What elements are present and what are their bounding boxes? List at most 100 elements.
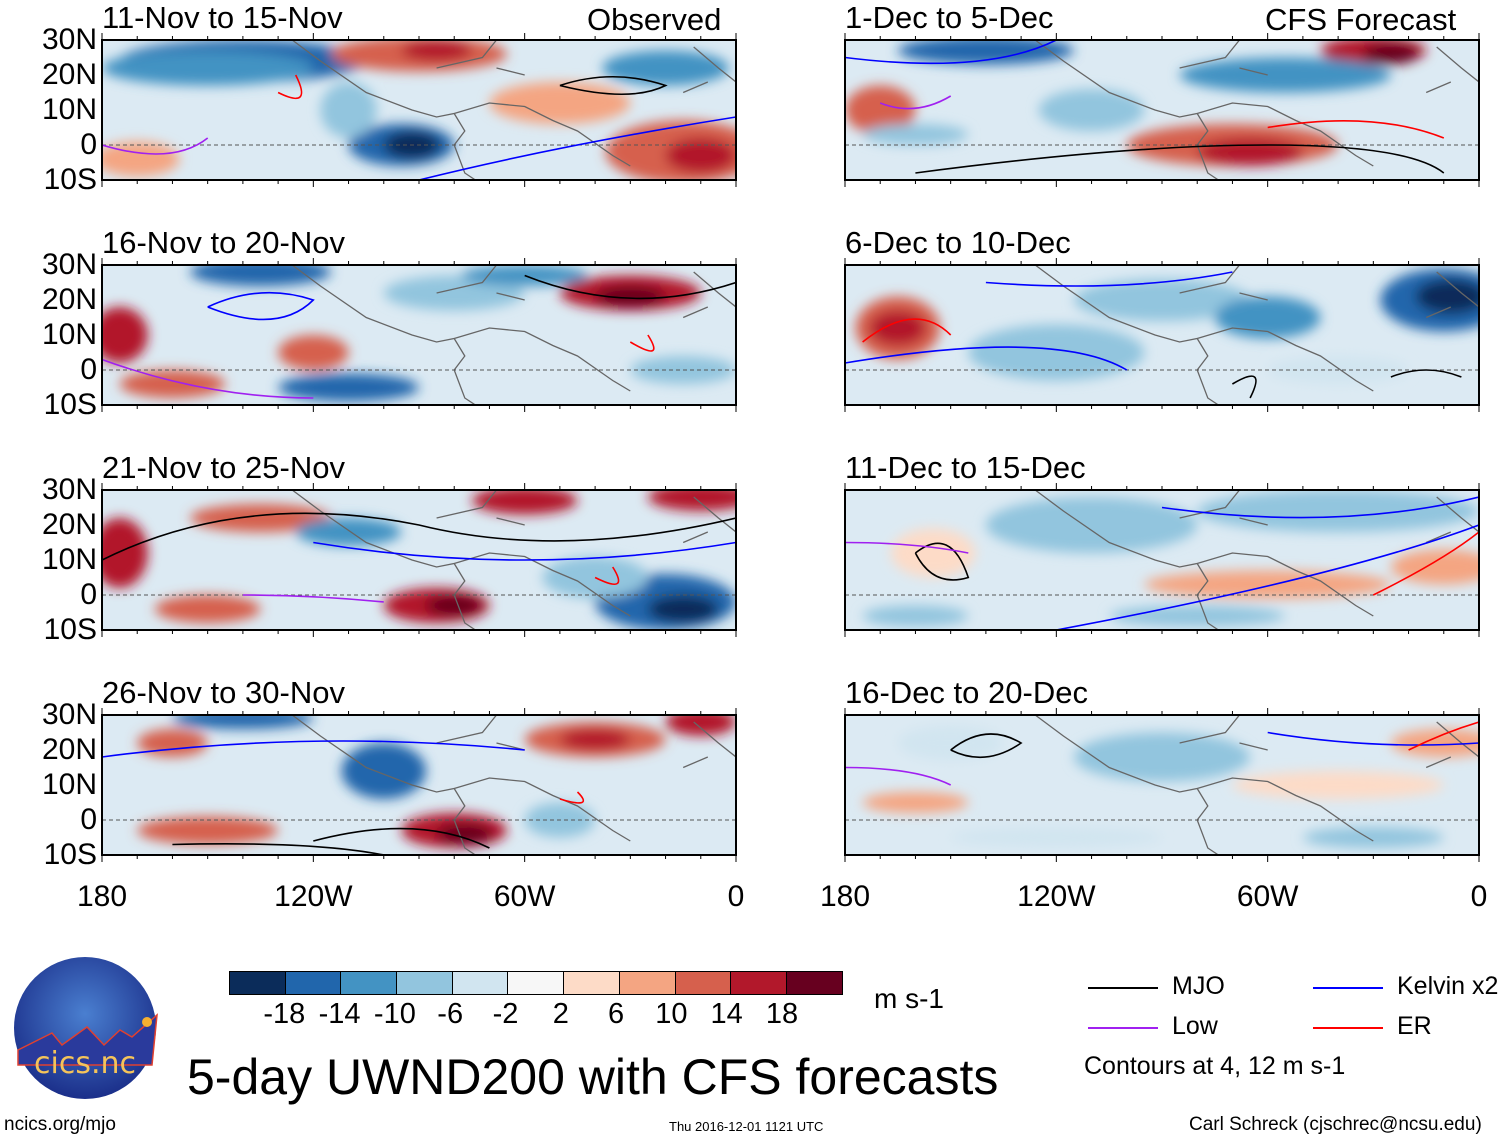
lat-tick-label: 30N <box>41 23 97 56</box>
wave-contour <box>207 291 315 321</box>
lat-tick-label: 30N <box>41 473 97 506</box>
wind-anomaly-shading <box>869 310 927 346</box>
footer-timestamp: Thu 2016-12-01 1121 UTC <box>669 1119 824 1134</box>
wave-contour <box>1390 369 1462 378</box>
lon-tick-label: 60W <box>1236 880 1299 913</box>
coastline <box>291 490 736 630</box>
wind-anomaly-shading <box>1214 296 1321 339</box>
wave-contour <box>845 541 969 554</box>
wind-anomaly-shading <box>102 50 314 86</box>
wave-contour <box>1408 721 1479 751</box>
lat-tick-label: 10N <box>41 93 97 126</box>
wind-anomaly-shading <box>602 50 729 86</box>
wave-contour <box>985 271 1233 287</box>
cics-logo: cics.nc <box>14 957 158 1099</box>
colorbar-label: -10 <box>373 998 416 1030</box>
wave-contour <box>102 358 314 399</box>
wind-anomaly-shading <box>119 370 226 398</box>
panel-title: 11-Nov to 15-Nov <box>102 0 343 35</box>
wind-anomaly-shading <box>862 792 969 813</box>
wind-anomaly-shading <box>341 743 427 799</box>
coastline <box>291 40 736 180</box>
lon-tick-label: 0 <box>1470 880 1488 913</box>
lat-tick-label: 10N <box>41 318 97 351</box>
lon-tick-label: 180 <box>819 880 871 913</box>
logo-text: cics.nc <box>34 1046 136 1081</box>
wind-anomaly-shading <box>595 286 666 307</box>
wind-anomaly-shading <box>1179 57 1391 93</box>
wave-contour <box>629 334 655 352</box>
map-panel <box>844 258 1480 412</box>
wave-contour <box>559 791 585 804</box>
wind-anomaly-shading <box>190 504 331 532</box>
wind-anomaly-shading <box>102 518 148 588</box>
wind-anomaly-shading <box>401 40 472 61</box>
colorbar-label: 14 <box>710 998 743 1030</box>
colorbar <box>229 971 843 995</box>
map-panel <box>844 33 1480 187</box>
colorbar-swatch <box>786 972 842 994</box>
wave-contour <box>879 95 952 110</box>
wave-contour <box>524 274 736 300</box>
wind-anomaly-shading <box>647 490 736 511</box>
coastline <box>1034 715 1479 855</box>
wind-anomaly-shading <box>1073 732 1251 782</box>
wave-contour <box>242 594 384 603</box>
wind-anomaly-shading <box>1073 279 1251 321</box>
wind-anomaly-shading <box>295 518 402 546</box>
colorbar-label: -18 <box>263 998 306 1030</box>
lat-tick-label: 10S <box>43 613 97 646</box>
wave-contour <box>102 512 736 561</box>
wind-anomaly-shading <box>1144 570 1391 599</box>
wind-anomaly-shading <box>1390 729 1479 757</box>
wave-contour <box>914 542 970 581</box>
wave-contour <box>1231 375 1257 399</box>
coastline <box>291 715 736 855</box>
lon-tick-label: 120W <box>274 880 353 913</box>
wave-contour <box>102 137 209 155</box>
footer-url[interactable]: ncics.org/mjo <box>4 1114 116 1135</box>
wind-anomaly-shading <box>172 715 314 729</box>
wind-anomaly-shading <box>890 528 976 578</box>
wind-anomaly-shading <box>1197 490 1479 532</box>
wind-anomaly-shading <box>1109 605 1286 627</box>
wind-anomaly-shading <box>897 40 1074 65</box>
panel-title: 1-Dec to 5-Dec <box>845 0 1054 35</box>
colorbar-swatch <box>452 972 509 994</box>
wind-anomaly-shading <box>489 82 631 124</box>
wind-anomaly-shading <box>1390 549 1479 585</box>
colorbar-swatch <box>397 972 453 994</box>
lon-tick-label: 120W <box>1017 880 1096 913</box>
lat-tick-label: 30N <box>41 248 97 281</box>
panel-title: 21-Nov to 25-Nov <box>102 450 345 485</box>
lat-tick-label: 10N <box>41 543 97 576</box>
legend-label: ER <box>1397 1012 1432 1040</box>
lat-tick-label: 10S <box>43 838 97 871</box>
wind-anomaly-shading <box>845 85 916 135</box>
map-panel <box>101 708 737 862</box>
figure-title: 5-day UWND200 with CFS forecasts <box>187 1049 999 1105</box>
panel-title: 11-Dec to 15-Dec <box>845 450 1086 485</box>
panel-title: 16-Dec to 20-Dec <box>845 675 1088 710</box>
wind-anomaly-shading <box>665 138 736 173</box>
map-panel <box>844 708 1480 862</box>
map-panel <box>101 483 737 637</box>
map-panel <box>844 483 1480 637</box>
wave-contour <box>313 827 490 849</box>
colorbar-swatch <box>675 972 732 994</box>
panel-title: 26-Nov to 30-Nov <box>102 675 345 710</box>
legend-line-kelvin-x2 <box>1313 987 1383 989</box>
lon-tick-label: 180 <box>76 880 128 913</box>
colorbar-units: m s-1 <box>874 983 944 1014</box>
wave-contour <box>1161 496 1479 519</box>
colorbar-label: 6 <box>608 998 625 1030</box>
colorbar-swatch <box>731 972 787 994</box>
wave-contour <box>1372 531 1479 596</box>
wind-anomaly-shading <box>1415 279 1479 314</box>
wind-anomaly-shading <box>968 324 1145 381</box>
cfs-forecast-label: CFS Forecast <box>1265 2 1457 37</box>
wind-anomaly-shading <box>1197 138 1303 166</box>
wind-anomaly-shading <box>436 823 493 845</box>
wave-contour <box>418 116 736 180</box>
